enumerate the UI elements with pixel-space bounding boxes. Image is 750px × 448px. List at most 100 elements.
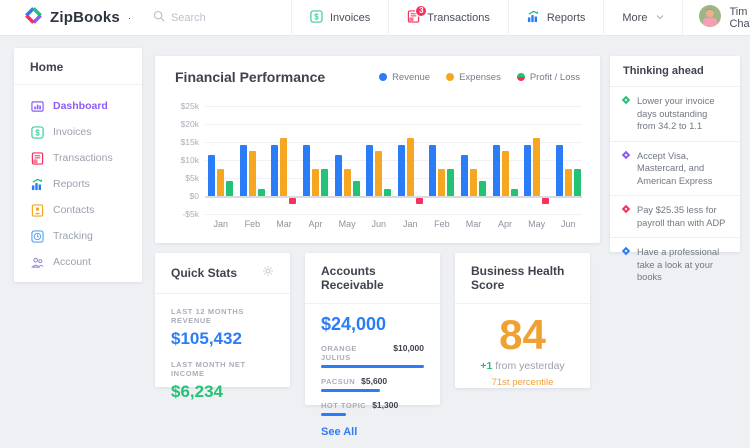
bar-revenue[interactable]	[239, 144, 247, 196]
reports-icon	[30, 177, 44, 191]
bar-expenses[interactable]	[533, 137, 541, 196]
nav-invoices[interactable]: $ Invoices	[290, 0, 388, 36]
transactions-badge: 3	[415, 4, 428, 17]
see-all-link[interactable]: See All	[321, 426, 358, 438]
bar-profit-loss[interactable]	[257, 188, 265, 196]
sidebar-menu: Dashboard $ Invoices Transactions Report…	[14, 85, 142, 283]
bar-profit-loss[interactable]	[447, 169, 455, 196]
thinking-ahead-item[interactable]: Have a professional take a look at your …	[610, 238, 740, 292]
thinking-ahead-item[interactable]: Lower your invoice days outstanding from…	[610, 87, 740, 142]
sidebar-item-account[interactable]: Account	[14, 249, 142, 275]
ar-item: ORANGE JULIUS $10,000	[321, 343, 424, 368]
chart-y-axis: $25k $20k $15k $10k $5k $0 -$5k	[173, 101, 199, 219]
bar-expenses[interactable]	[343, 169, 351, 196]
zero-gridline	[205, 196, 582, 198]
x-tick-label: Apr	[308, 219, 323, 229]
y-tick-label: -$5k	[182, 209, 199, 219]
bar-expenses[interactable]	[217, 169, 225, 196]
bar-profit-loss[interactable]	[226, 180, 234, 196]
business-health-title: Business Health Score	[471, 264, 565, 292]
zipbooks-logo[interactable]: ZipBooks ·	[0, 6, 131, 30]
ar-item-name: HOT TOPIC	[321, 401, 367, 410]
thinking-ahead-text: Have a professional take a look at your …	[637, 247, 720, 282]
chart-title: Financial Performance	[175, 69, 326, 85]
financial-performance-card: Financial Performance Revenue Expenses Pro…	[155, 56, 600, 243]
nav-more[interactable]: More	[603, 0, 682, 36]
bar-revenue[interactable]	[460, 155, 468, 196]
gridline	[205, 178, 582, 179]
sidebar-item-reports[interactable]: Reports	[14, 171, 142, 197]
bar-expenses[interactable]	[375, 151, 383, 196]
sidebar-item-invoices[interactable]: $ Invoices	[14, 119, 142, 145]
legend-item-revenue: Revenue	[379, 72, 430, 83]
nav-transactions[interactable]: 3 Transactions	[388, 0, 508, 36]
legend-label: Revenue	[392, 71, 431, 83]
nav-reports[interactable]: Reports	[507, 0, 604, 36]
global-search[interactable]	[153, 9, 291, 27]
bar-expenses[interactable]	[280, 137, 288, 196]
nav-more-label: More	[622, 11, 648, 24]
nav-invoices-label: Invoices	[329, 11, 371, 24]
sidebar-item-contacts[interactable]: Contacts	[14, 197, 142, 223]
bar-expenses[interactable]	[312, 169, 320, 196]
stat-value-revenue: $105,432	[171, 329, 242, 348]
sidebar-header-home[interactable]: Home	[14, 48, 142, 85]
bar-revenue[interactable]	[334, 155, 342, 196]
y-tick-label: $10k	[180, 155, 199, 165]
bar-expenses[interactable]	[501, 151, 509, 196]
search-input[interactable]	[170, 11, 291, 24]
thinking-ahead-item[interactable]: Accept Visa, Mastercard, and American Ex…	[610, 142, 740, 196]
bar-profit-loss[interactable]	[478, 180, 486, 196]
thinking-ahead-item[interactable]: Pay $25.35 less for payroll than with AD…	[610, 196, 740, 238]
sidebar-item-label: Account	[53, 256, 91, 268]
sidebar-item-tracking[interactable]: Tracking	[14, 223, 142, 249]
health-percentile: 71st percentile	[491, 377, 554, 389]
bar-profit-loss[interactable]	[352, 180, 360, 196]
tracking-clock-icon	[30, 229, 44, 243]
bar-revenue[interactable]	[303, 144, 311, 196]
bar-profit-loss[interactable]	[542, 198, 550, 205]
bar-expenses[interactable]	[438, 169, 446, 196]
bar-profit-loss[interactable]	[415, 198, 423, 205]
sidebar-item-label: Tracking	[53, 230, 93, 242]
bar-profit-loss[interactable]	[510, 188, 518, 196]
y-tick-label: $15k	[180, 137, 199, 147]
bar-revenue[interactable]	[366, 144, 374, 196]
ar-item-amount: $1,300	[372, 400, 399, 410]
bar-revenue[interactable]	[492, 144, 500, 196]
x-tick-label: Apr	[498, 219, 513, 229]
ar-item-bar	[321, 389, 380, 392]
bar-expenses[interactable]	[406, 137, 414, 196]
thinking-ahead-text: Accept Visa, Mastercard, and American Ex…	[637, 150, 713, 186]
health-delta-row: +1 from yesterday	[455, 360, 590, 372]
gridline	[205, 160, 582, 161]
bar-profit-loss[interactable]	[573, 169, 581, 196]
bar-profit-loss[interactable]	[289, 198, 297, 205]
bar-profit-loss[interactable]	[321, 169, 329, 196]
bar-expenses[interactable]	[564, 169, 572, 196]
chart-plot-area: Jan Feb Mar Apr May Jun Jan Feb Mar Apr May Jun	[205, 106, 582, 229]
bar-expenses[interactable]	[248, 151, 256, 196]
bar-revenue[interactable]	[208, 155, 216, 196]
bar-revenue[interactable]	[271, 144, 279, 196]
y-tick-label: $20k	[180, 119, 199, 129]
bar-profit-loss[interactable]	[384, 188, 392, 196]
bar-revenue[interactable]	[429, 144, 437, 196]
gear-icon[interactable]	[262, 264, 274, 282]
x-tick-label: May	[338, 219, 356, 229]
bar-revenue[interactable]	[524, 144, 532, 196]
user-menu[interactable]: Tim Chaves	[682, 0, 750, 36]
sidebar-item-transactions[interactable]: Transactions	[14, 145, 142, 171]
bar-revenue[interactable]	[397, 144, 405, 196]
chart-plot-wrap: $25k $20k $15k $10k $5k $0 -$5k Jan Feb Mar Apr Ma…	[173, 101, 582, 232]
gridline	[205, 142, 582, 143]
quick-stats-title: Quick Stats	[171, 266, 238, 280]
ar-item-line: PACSUN $5,600	[321, 376, 424, 386]
bar-expenses[interactable]	[469, 169, 477, 196]
nav-transactions-label: Transactions	[427, 11, 490, 24]
reports-icon	[527, 10, 540, 26]
gridline	[205, 106, 582, 107]
sidebar-item-dashboard[interactable]: Dashboard	[14, 93, 142, 119]
bar-revenue[interactable]	[555, 144, 563, 196]
legend-item-profit-loss: Profit / Loss	[516, 72, 580, 83]
